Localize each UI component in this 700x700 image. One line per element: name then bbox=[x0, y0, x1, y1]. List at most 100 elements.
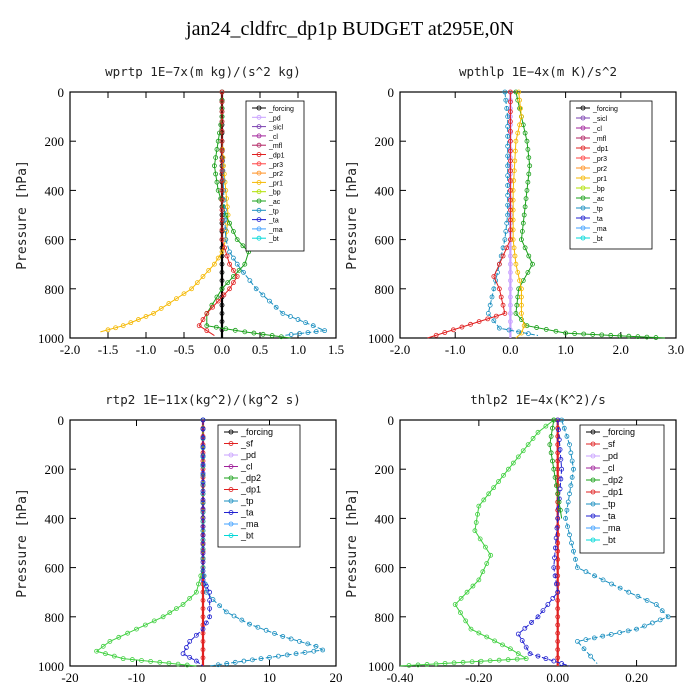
data-point bbox=[459, 324, 465, 330]
series-dp1 bbox=[94, 417, 206, 668]
data-point bbox=[219, 128, 225, 134]
data-point bbox=[555, 647, 561, 652]
data-point bbox=[503, 228, 509, 234]
legend-marker bbox=[256, 105, 262, 111]
data-point bbox=[157, 659, 163, 665]
data-point bbox=[200, 417, 206, 423]
data-point bbox=[200, 426, 206, 432]
data-point bbox=[219, 119, 225, 124]
x-tick-label: 1.5 bbox=[328, 342, 344, 357]
data-point bbox=[247, 278, 253, 284]
legend-entry: _forcing bbox=[240, 427, 273, 437]
data-point bbox=[609, 581, 614, 587]
data-point bbox=[507, 237, 513, 243]
y-axis-label: Pressure [hPa] bbox=[15, 488, 30, 598]
data-point bbox=[468, 626, 474, 632]
data-point bbox=[517, 122, 522, 128]
data-point bbox=[642, 623, 647, 629]
legend-entry: _dp1 bbox=[602, 487, 623, 497]
data-point bbox=[525, 146, 531, 152]
legend-marker bbox=[580, 145, 586, 151]
data-point bbox=[214, 294, 220, 300]
y-tick-label: 400 bbox=[375, 183, 395, 198]
data-point bbox=[496, 657, 502, 663]
data-point bbox=[260, 331, 266, 337]
data-point bbox=[505, 114, 511, 119]
series-ta bbox=[515, 417, 570, 667]
data-point bbox=[200, 639, 206, 644]
data-point bbox=[514, 302, 520, 308]
data-point bbox=[644, 598, 650, 603]
data-point bbox=[567, 491, 572, 497]
data-point bbox=[406, 663, 412, 668]
series-line bbox=[517, 419, 570, 667]
data-point bbox=[530, 261, 535, 267]
data-point bbox=[236, 267, 242, 273]
data-point bbox=[591, 635, 597, 641]
data-point bbox=[500, 642, 505, 648]
data-point bbox=[515, 269, 521, 275]
data-point bbox=[575, 565, 580, 570]
data-point bbox=[608, 631, 614, 637]
data-point bbox=[313, 329, 319, 335]
series-line bbox=[487, 91, 539, 337]
legend: _forcing _sf _pd _cl _dp2 _dp1 _tp _ta _ma _bt bbox=[579, 424, 665, 554]
data-point bbox=[158, 306, 164, 311]
legend-entry: _ac bbox=[592, 196, 605, 203]
data-point bbox=[511, 178, 517, 183]
data-point bbox=[200, 606, 206, 611]
data-point bbox=[263, 627, 269, 633]
legend-entry: _mfl bbox=[268, 143, 283, 150]
data-point bbox=[657, 617, 663, 623]
data-point bbox=[554, 483, 559, 489]
legend-marker bbox=[256, 207, 262, 213]
y-tick-label: 1000 bbox=[368, 331, 394, 346]
legend-marker bbox=[228, 475, 234, 481]
data-point bbox=[565, 499, 571, 505]
data-point bbox=[507, 278, 513, 284]
data-point bbox=[504, 245, 510, 251]
data-point bbox=[588, 653, 593, 659]
legend-marker bbox=[590, 429, 596, 435]
data-point bbox=[491, 286, 497, 292]
data-point bbox=[129, 657, 135, 662]
data-point bbox=[513, 138, 519, 144]
data-point bbox=[506, 327, 512, 333]
data-point bbox=[519, 114, 524, 119]
data-point bbox=[487, 658, 493, 664]
data-point bbox=[251, 330, 257, 336]
data-point bbox=[206, 267, 212, 273]
data-point bbox=[556, 427, 561, 433]
legend-entry: _tp bbox=[268, 208, 279, 215]
data-point bbox=[556, 437, 562, 443]
data-point bbox=[592, 573, 597, 579]
data-point bbox=[617, 630, 623, 636]
legend-marker bbox=[580, 235, 586, 241]
data-point bbox=[555, 573, 561, 579]
legend-entry: _forcing bbox=[268, 106, 294, 113]
data-point bbox=[649, 620, 655, 626]
data-point bbox=[260, 292, 266, 298]
data-point bbox=[107, 639, 113, 644]
data-point bbox=[569, 540, 574, 546]
legend-marker bbox=[590, 537, 596, 543]
data-point bbox=[571, 466, 576, 472]
legend-box bbox=[569, 100, 653, 250]
data-point bbox=[625, 628, 631, 634]
data-point bbox=[555, 589, 561, 595]
data-point bbox=[211, 163, 217, 169]
data-point bbox=[558, 476, 564, 482]
data-point bbox=[507, 109, 513, 115]
data-point bbox=[207, 589, 213, 595]
data-point bbox=[227, 286, 233, 292]
data-point bbox=[535, 653, 541, 659]
data-point bbox=[200, 453, 206, 458]
data-point bbox=[120, 323, 126, 329]
series-dp1 bbox=[196, 89, 240, 336]
data-point bbox=[524, 138, 530, 144]
data-point bbox=[200, 506, 206, 512]
legend-entry: _sicl bbox=[592, 116, 607, 123]
data-point bbox=[211, 261, 217, 267]
data-point bbox=[510, 197, 516, 203]
legend-marker bbox=[580, 215, 586, 221]
